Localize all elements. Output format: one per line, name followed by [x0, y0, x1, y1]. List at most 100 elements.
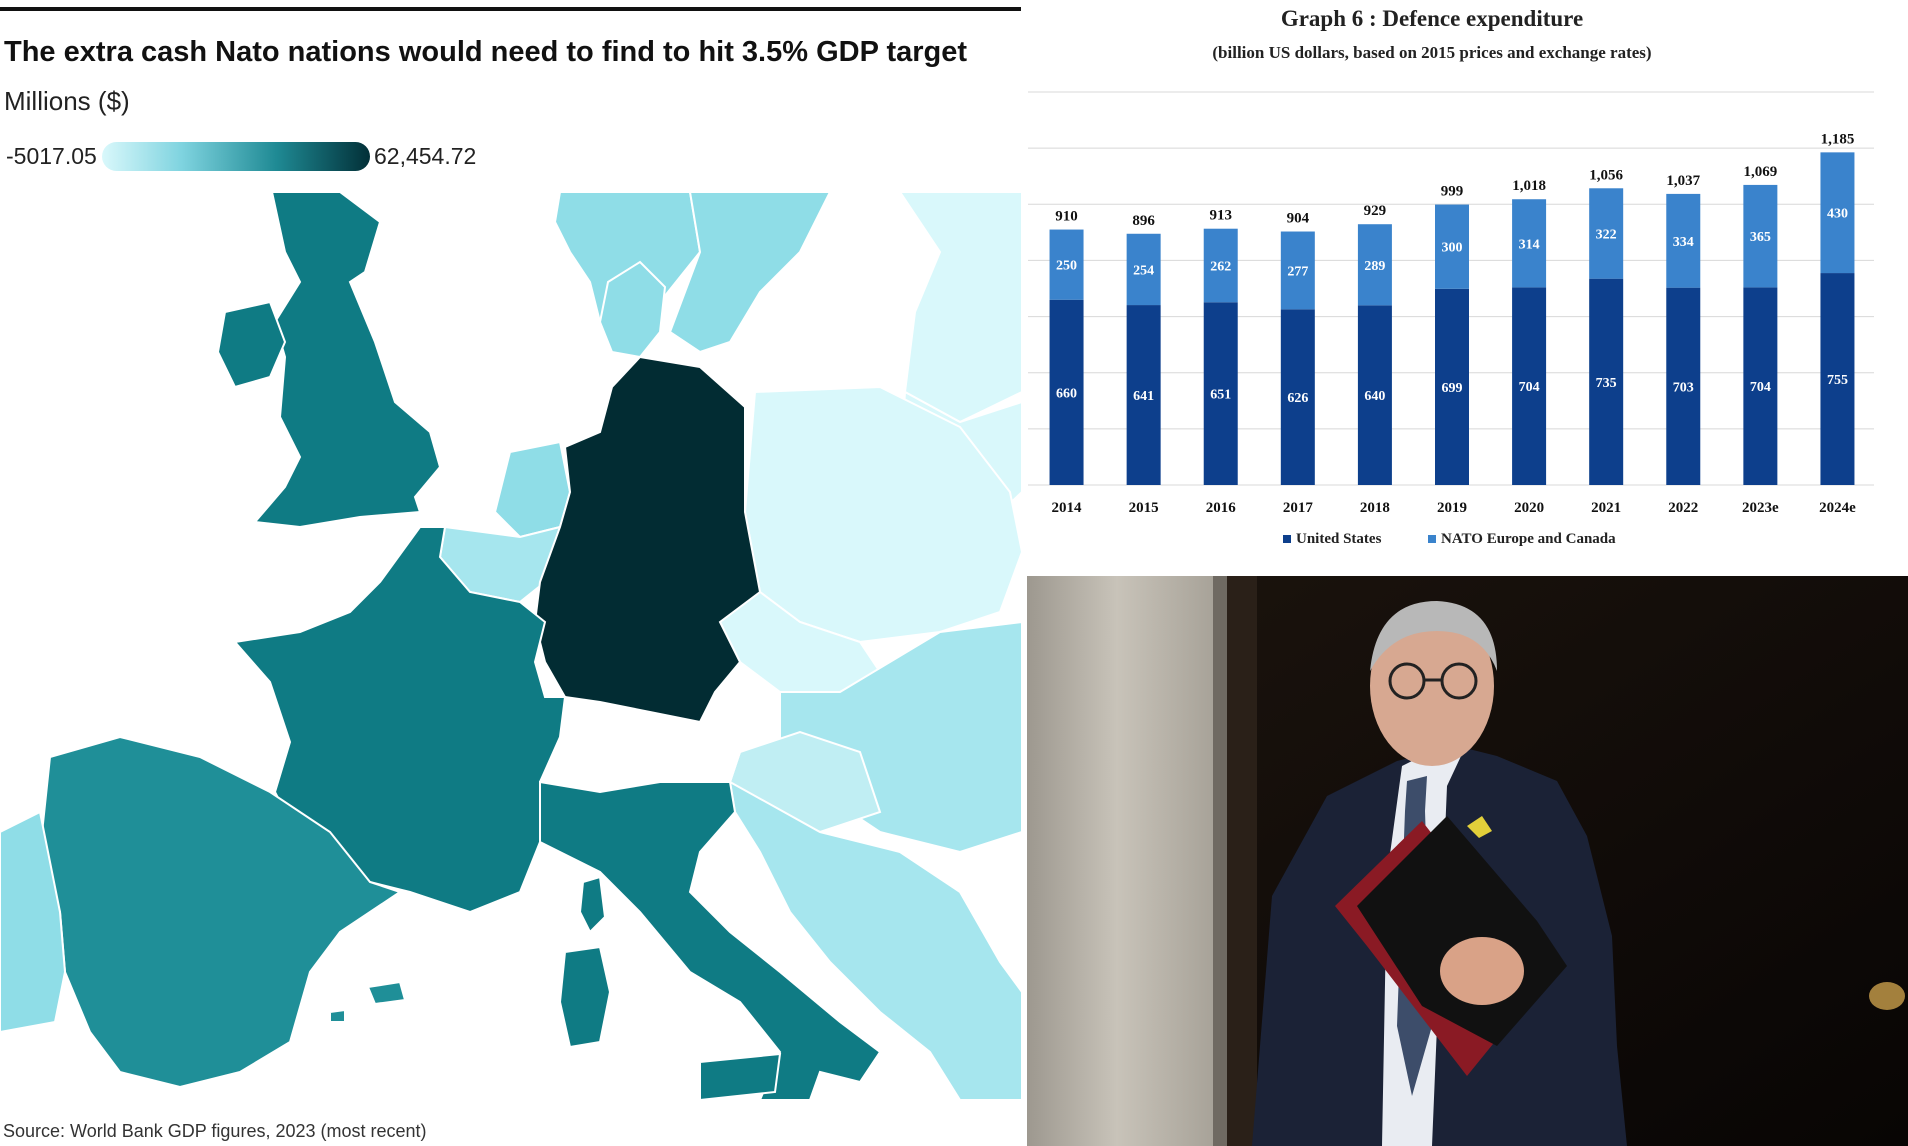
label-total-2017: 904 — [1287, 211, 1310, 227]
map-title: The extra cash Nato nations would need t… — [4, 36, 968, 68]
label-europe-canada-2022: 334 — [1673, 235, 1694, 250]
chart-title: Graph 6 : Defence expenditure — [1280, 6, 1584, 31]
person-hair — [1370, 601, 1497, 671]
bar-us-2018 — [1357, 305, 1392, 485]
bar-us-2016 — [1203, 302, 1238, 485]
bar-europe-canada-2016 — [1203, 228, 1238, 303]
bar-europe-canada-2017 — [1280, 231, 1315, 310]
label-europe-canada-2016: 262 — [1210, 259, 1231, 274]
x-tick-2017: 2017 — [1283, 500, 1314, 516]
label-total-2018: 929 — [1364, 203, 1387, 219]
label-total-2019: 999 — [1441, 184, 1464, 200]
label-europe-canada-2015: 254 — [1133, 263, 1154, 278]
label-us-2017: 626 — [1287, 391, 1308, 406]
label-europe-canada-2023e: 365 — [1750, 230, 1771, 245]
legend-swatch-europe-canada — [1428, 535, 1436, 543]
map-source-note: Source: World Bank GDP figures, 2023 (mo… — [3, 1121, 427, 1141]
map-region-balearics-small — [329, 1008, 346, 1023]
label-us-2014: 660 — [1056, 386, 1077, 401]
label-us-2020: 704 — [1519, 380, 1540, 395]
label-us-2018: 640 — [1364, 389, 1385, 404]
map-panel: The extra cash Nato nations would need t… — [0, 7, 1022, 1141]
map-region-great-britain — [253, 192, 442, 529]
map-subtitle: Millions ($) — [4, 86, 130, 116]
map-region-netherlands — [493, 440, 572, 539]
chart-subtitle: (billion US dollars, based on 2015 price… — [1212, 43, 1652, 62]
defence-expenditure-chart-panel: Graph 6 : Defence expenditure (billion U… — [1026, 0, 1908, 574]
x-tick-2024e: 2024e — [1819, 500, 1856, 516]
x-tick-2023e: 2023e — [1742, 500, 1779, 516]
bar-us-2024e — [1820, 273, 1855, 485]
bar-us-2015 — [1126, 305, 1161, 485]
map-region-balearics — [366, 980, 407, 1006]
map-region-portugal — [0, 810, 67, 1034]
map-region-france — [233, 526, 567, 914]
label-europe-canada-2018: 289 — [1364, 259, 1385, 274]
x-tick-2018: 2018 — [1360, 500, 1390, 516]
map-region-corsica — [578, 875, 607, 934]
yellow-folder-edge — [1467, 816, 1492, 838]
bar-europe-canada-2015 — [1126, 233, 1161, 306]
x-tick-2015: 2015 — [1129, 500, 1159, 516]
label-total-2024e: 1,185 — [1821, 131, 1855, 147]
label-us-2016: 651 — [1210, 388, 1231, 403]
legend-min-label: -5017.05 — [6, 143, 97, 169]
label-europe-canada-2017: 277 — [1287, 264, 1308, 279]
map-region-denmark — [598, 260, 667, 359]
label-total-2022: 1,037 — [1666, 173, 1700, 189]
label-europe-canada-2024e: 430 — [1827, 207, 1848, 222]
bar-europe-canada-2020 — [1512, 199, 1547, 288]
legend-gradient-bar — [102, 142, 370, 171]
person-hand — [1440, 937, 1524, 1005]
bar-us-2023e — [1743, 287, 1778, 485]
legend-label-us: United States — [1296, 531, 1382, 547]
map-region-italy — [539, 780, 882, 1100]
label-total-2014: 910 — [1055, 209, 1078, 225]
bar-us-2020 — [1512, 287, 1547, 485]
label-europe-canada-2014: 250 — [1056, 259, 1077, 274]
x-tick-2020: 2020 — [1514, 500, 1544, 516]
bar-europe-canada-2021 — [1589, 188, 1624, 279]
x-tick-2016: 2016 — [1206, 500, 1237, 516]
bar-europe-canada-2019 — [1435, 204, 1469, 289]
bar-us-2021 — [1589, 278, 1624, 485]
label-us-2015: 641 — [1133, 389, 1154, 404]
label-total-2023e: 1,069 — [1743, 164, 1777, 180]
press-photo — [1027, 576, 1908, 1146]
map-region-sardinia — [558, 945, 612, 1049]
label-us-2022: 703 — [1673, 380, 1694, 395]
legend-label-europe-canada: NATO Europe and Canada — [1441, 531, 1616, 547]
door-frame — [1227, 576, 1257, 1146]
label-europe-canada-2019: 300 — [1442, 241, 1463, 256]
bar-europe-canada-2014 — [1049, 229, 1084, 300]
door-knob — [1869, 982, 1905, 1010]
photo-illustration — [1027, 576, 1908, 1146]
stone-column — [1027, 576, 1227, 1146]
x-tick-2014: 2014 — [1052, 500, 1083, 516]
bar-europe-canada-2024e — [1820, 152, 1855, 274]
label-total-2020: 1,018 — [1512, 178, 1546, 194]
label-total-2016: 913 — [1209, 208, 1232, 224]
legend-max-label: 62,454.72 — [374, 143, 477, 169]
x-tick-2022: 2022 — [1668, 500, 1698, 516]
label-europe-canada-2020: 314 — [1519, 237, 1540, 252]
label-total-2015: 896 — [1132, 213, 1155, 229]
label-us-2024e: 755 — [1827, 373, 1848, 388]
label-us-2021: 735 — [1596, 376, 1617, 391]
bar-us-2019 — [1435, 288, 1469, 485]
x-tick-2021: 2021 — [1591, 500, 1621, 516]
map-top-rule — [0, 7, 1021, 11]
map-region-sweden — [668, 192, 832, 354]
bar-us-2014 — [1049, 299, 1084, 485]
label-total-2021: 1,056 — [1589, 167, 1623, 183]
person-head — [1370, 606, 1494, 766]
map-region-balkans — [728, 780, 1022, 1100]
label-us-2023e: 704 — [1750, 380, 1771, 395]
map-region-ireland — [216, 300, 287, 389]
map-region-germany — [533, 355, 762, 724]
bar-us-2022 — [1666, 287, 1701, 485]
bar-europe-canada-2022 — [1666, 193, 1701, 288]
column-shadow — [1213, 576, 1227, 1146]
label-europe-canada-2021: 322 — [1596, 227, 1617, 242]
map-region-sicily — [699, 1052, 782, 1100]
